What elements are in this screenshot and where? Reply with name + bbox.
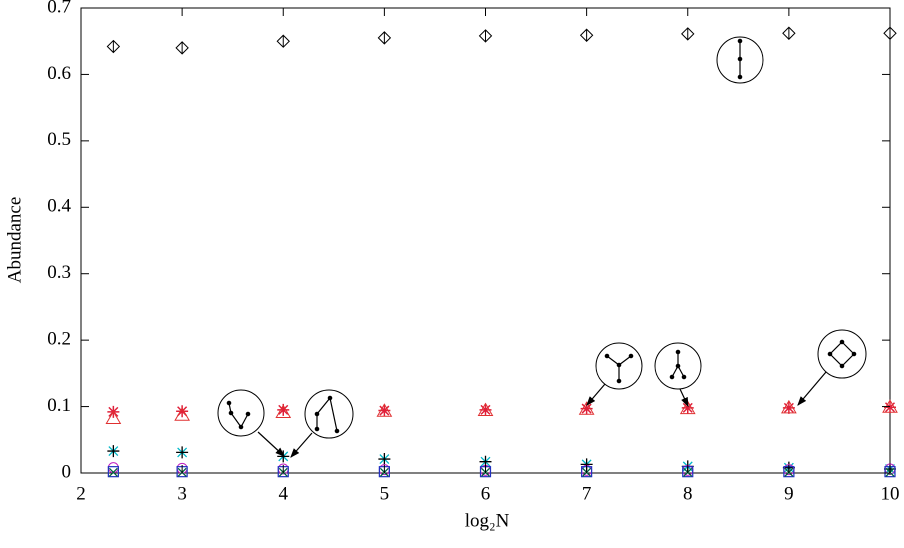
- data-point: [106, 39, 121, 54]
- data-point: [107, 445, 120, 458]
- x-axis-label: log₂N: [465, 510, 510, 531]
- data-point: [378, 404, 391, 417]
- x-tick-label: 10: [881, 483, 900, 504]
- x-tick-label: 2: [76, 483, 86, 504]
- data-point: [782, 26, 796, 40]
- data-point: [107, 462, 119, 474]
- x-tick-label: 8: [683, 483, 693, 504]
- data-point: [378, 453, 391, 466]
- data-point: [479, 403, 492, 416]
- marker-shape: [377, 31, 392, 45]
- marker-shape: [176, 446, 189, 459]
- marker-shape: [782, 401, 795, 414]
- data-point: [175, 41, 189, 55]
- data-point: [782, 401, 795, 414]
- data-point: [108, 467, 118, 477]
- marker-shape: [579, 28, 594, 42]
- data-point: [105, 410, 122, 425]
- marker-shape: [378, 404, 391, 417]
- marker-shape: [176, 405, 189, 418]
- insets: [217, 36, 867, 458]
- data-point: [478, 29, 493, 43]
- x-tick-label: 7: [582, 483, 592, 504]
- data-point: [275, 404, 292, 419]
- data-point: [884, 401, 896, 414]
- data-point: [883, 26, 897, 40]
- marker-shape: [277, 403, 290, 416]
- marker-shape: [376, 403, 393, 417]
- marker-shape: [275, 404, 292, 419]
- marker-shape: [478, 29, 493, 43]
- y-tick-label: 0.1: [47, 395, 71, 416]
- x-tick-label: 9: [784, 483, 794, 504]
- marker-shape: [378, 453, 391, 466]
- data-point: [176, 405, 189, 418]
- data-point: [174, 407, 190, 421]
- data-point: [477, 402, 494, 417]
- marker-shape: [681, 401, 694, 414]
- marker-shape: [477, 402, 494, 417]
- marker-shape: [107, 462, 119, 474]
- data-point: [276, 34, 290, 48]
- marker-shape: [107, 466, 119, 478]
- marker-shape: [580, 402, 593, 415]
- marker-shape: [883, 26, 897, 40]
- marker-shape: [681, 27, 695, 41]
- marker-shape: [108, 467, 118, 477]
- marker-shape: [781, 399, 797, 414]
- y-tick-label: 0.5: [47, 129, 71, 150]
- y-tick-label: 0.2: [47, 329, 71, 350]
- marker-shape: [105, 410, 122, 425]
- data-point: [679, 400, 696, 415]
- x-tick-label: 6: [481, 483, 491, 504]
- marker-shape: [578, 401, 595, 415]
- data-point: [580, 402, 593, 415]
- data-point: [376, 403, 393, 417]
- marker-shape: [276, 34, 290, 48]
- data-point: [579, 28, 594, 42]
- marker-shape: [107, 445, 120, 458]
- x-tick-label: 5: [380, 483, 390, 504]
- y-tick-label: 0: [62, 461, 72, 482]
- data-point: [781, 399, 797, 414]
- y-tick-label: 0.3: [47, 262, 71, 283]
- marker-shape: [175, 41, 189, 55]
- y-axis-label: Abundance: [4, 197, 25, 284]
- y-tick-label: 0.7: [47, 0, 71, 17]
- data-point: [681, 401, 694, 414]
- x-tick-label: 4: [279, 483, 289, 504]
- marker-shape: [679, 400, 696, 415]
- marker-shape: [479, 403, 492, 416]
- data-point: [107, 466, 119, 478]
- marker-shape: [174, 407, 190, 421]
- data-point: [681, 27, 695, 41]
- marker-shape: [782, 26, 796, 40]
- data-point: [578, 401, 595, 415]
- y-tick-label: 0.6: [47, 63, 71, 84]
- data-point: [377, 31, 392, 45]
- data-point: [176, 446, 189, 459]
- y-tick-label: 0.4: [47, 196, 71, 217]
- x-tick-label: 3: [177, 483, 187, 504]
- marker-shape: [106, 39, 121, 54]
- marker-shape: [884, 401, 896, 414]
- data-point: [277, 403, 290, 416]
